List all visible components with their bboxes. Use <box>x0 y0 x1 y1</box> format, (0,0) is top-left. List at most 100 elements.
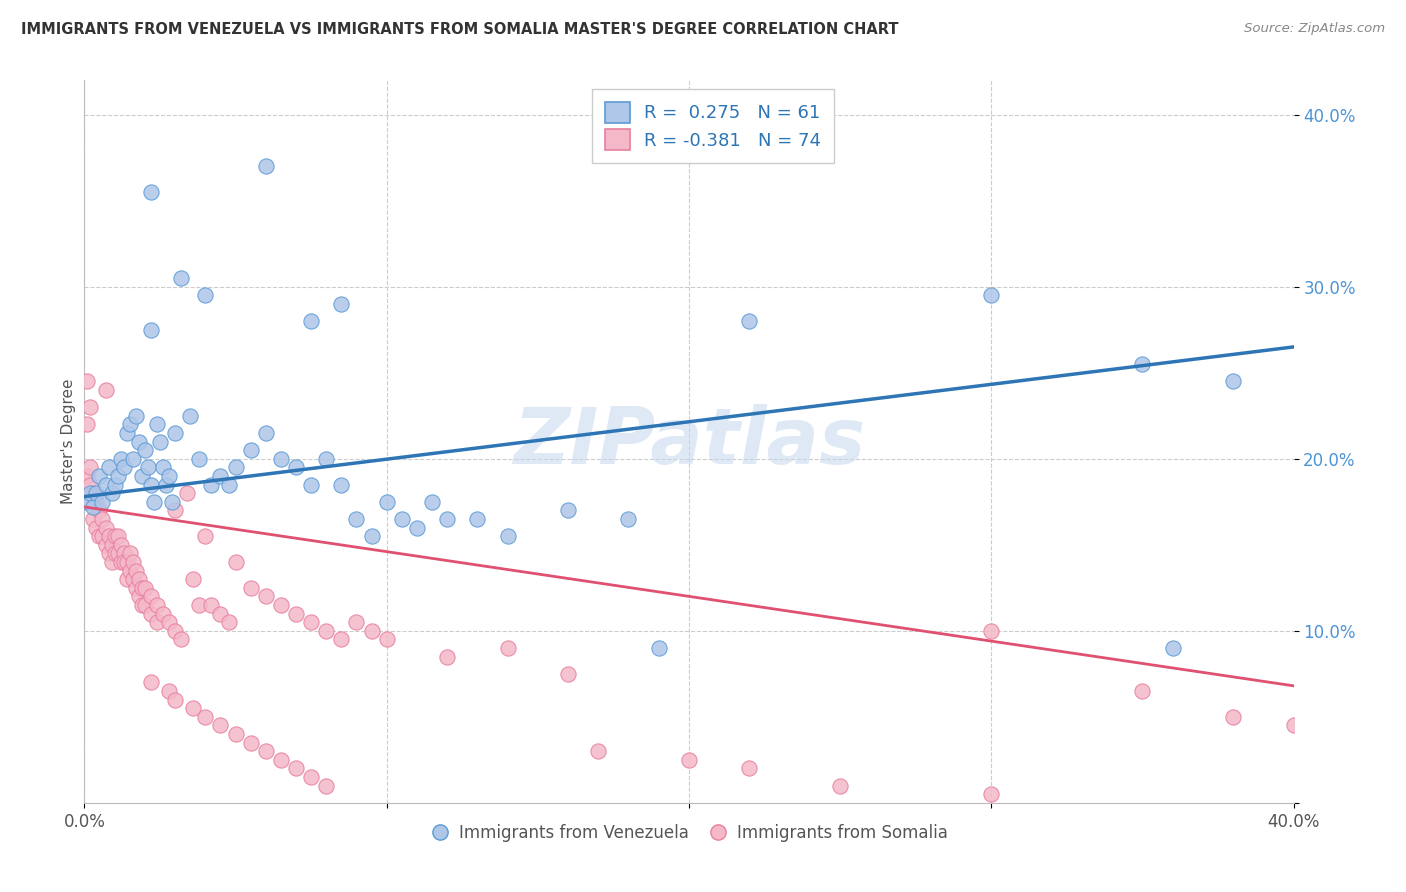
Point <box>157 615 180 630</box>
Point <box>118 564 141 578</box>
Point <box>315 451 337 466</box>
Point <box>270 451 292 466</box>
Point <box>91 529 114 543</box>
Point <box>179 409 201 423</box>
Point <box>146 417 169 432</box>
Point <box>436 512 458 526</box>
Point <box>678 753 700 767</box>
Point <box>94 520 117 534</box>
Point <box>980 288 1002 302</box>
Point <box>131 469 153 483</box>
Point <box>225 727 247 741</box>
Point <box>270 753 292 767</box>
Point <box>125 581 148 595</box>
Point <box>330 632 353 647</box>
Point <box>239 443 262 458</box>
Point <box>360 529 382 543</box>
Point <box>134 598 156 612</box>
Point <box>134 443 156 458</box>
Point <box>139 323 162 337</box>
Point <box>76 494 98 508</box>
Point <box>121 555 143 569</box>
Point <box>118 417 141 432</box>
Point <box>128 572 150 586</box>
Text: ZIPatlas: ZIPatlas <box>513 403 865 480</box>
Point <box>375 632 398 647</box>
Point <box>225 460 247 475</box>
Point <box>738 314 761 328</box>
Point <box>346 512 368 526</box>
Point <box>112 546 135 560</box>
Point <box>128 590 150 604</box>
Point <box>91 512 114 526</box>
Point <box>194 529 217 543</box>
Point <box>254 744 277 758</box>
Point <box>149 434 172 449</box>
Point <box>391 512 413 526</box>
Point <box>118 546 141 560</box>
Point <box>94 538 117 552</box>
Point <box>155 477 177 491</box>
Point <box>330 477 353 491</box>
Point <box>136 460 159 475</box>
Point <box>1222 375 1244 389</box>
Point <box>86 520 108 534</box>
Point <box>375 494 398 508</box>
Point <box>830 779 852 793</box>
Point <box>131 598 153 612</box>
Point <box>285 607 308 621</box>
Point <box>200 598 222 612</box>
Point <box>239 735 262 749</box>
Point <box>557 666 579 681</box>
Point <box>79 486 101 500</box>
Point <box>142 494 165 508</box>
Point <box>330 297 353 311</box>
Point <box>76 417 98 432</box>
Point <box>165 692 187 706</box>
Point <box>121 572 143 586</box>
Point <box>104 529 127 543</box>
Point <box>648 640 671 655</box>
Point <box>170 271 193 285</box>
Point <box>165 503 187 517</box>
Point <box>181 572 204 586</box>
Text: Source: ZipAtlas.com: Source: ZipAtlas.com <box>1244 22 1385 36</box>
Point <box>121 451 143 466</box>
Point <box>100 538 122 552</box>
Point <box>346 615 368 630</box>
Point <box>139 607 162 621</box>
Point <box>270 598 292 612</box>
Point <box>1282 718 1305 732</box>
Point <box>1222 710 1244 724</box>
Point <box>170 632 193 647</box>
Point <box>76 375 98 389</box>
Point <box>110 555 132 569</box>
Point <box>112 460 135 475</box>
Point <box>91 494 114 508</box>
Point <box>82 486 104 500</box>
Point <box>467 512 489 526</box>
Point <box>76 469 98 483</box>
Point <box>194 288 217 302</box>
Point <box>1130 684 1153 698</box>
Point <box>157 684 180 698</box>
Point <box>89 529 111 543</box>
Point <box>980 787 1002 801</box>
Point <box>557 503 579 517</box>
Point <box>436 649 458 664</box>
Point <box>112 555 135 569</box>
Point <box>218 615 240 630</box>
Point <box>131 581 153 595</box>
Point <box>225 555 247 569</box>
Point <box>104 477 127 491</box>
Point <box>165 624 187 638</box>
Point <box>134 581 156 595</box>
Point <box>79 400 101 414</box>
Point <box>209 718 232 732</box>
Point <box>79 477 101 491</box>
Point <box>97 460 120 475</box>
Point <box>104 546 127 560</box>
Point <box>254 159 277 173</box>
Point <box>146 598 169 612</box>
Point <box>100 555 122 569</box>
